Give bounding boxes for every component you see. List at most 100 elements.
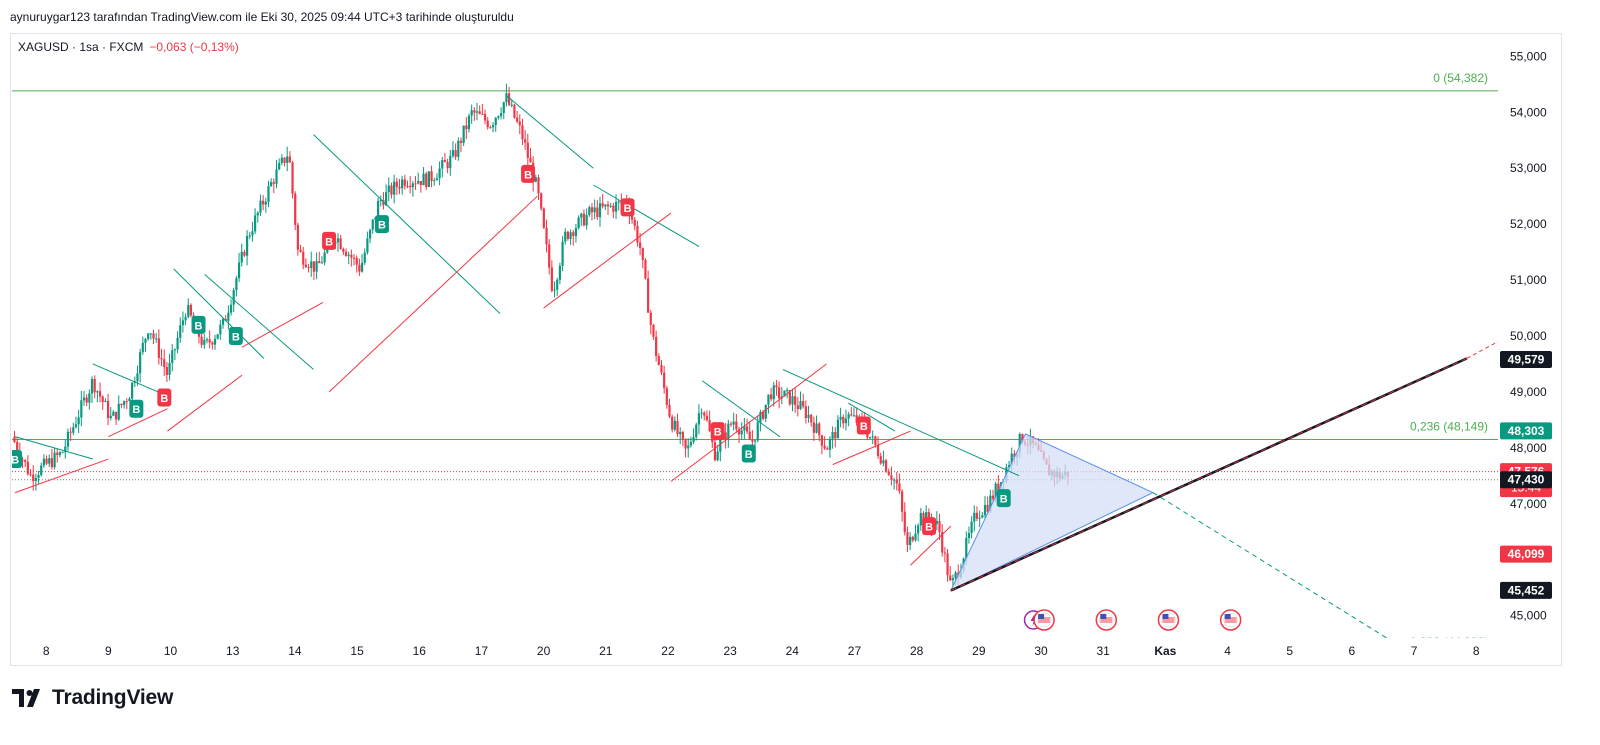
candle [50,448,54,470]
candle-body [286,156,289,163]
candle-body [513,104,516,118]
price-label-bg [1500,545,1552,563]
candle [780,386,783,405]
signal-badge-bg [741,444,756,463]
candle-body [104,400,107,402]
candle [125,398,128,410]
us-flag-event-icon[interactable] [1157,609,1180,631]
candle-body [272,182,275,184]
candle [542,207,545,229]
candle [566,230,570,241]
candle [478,105,481,115]
candle [270,178,273,187]
signal-badge-text: B [132,404,140,416]
candle [414,176,417,190]
candle-body [90,378,94,394]
candle [665,385,668,409]
signal-badge-text: B [325,236,333,248]
candle [229,299,233,316]
candle-body [601,203,604,207]
candle [804,400,807,424]
candle [427,171,430,188]
candle-body [82,397,86,401]
candle [943,546,946,563]
candle [227,305,230,330]
candle [743,417,746,440]
time-axis-tick: 13 [226,644,240,658]
candle [884,458,888,473]
candle-body [176,337,179,350]
candle-body [200,336,203,345]
candle-body [347,254,350,256]
tradingview-brand[interactable]: TradingView [12,686,173,710]
candle-body [729,423,733,425]
us-flag-event-icon[interactable] [1219,609,1242,631]
candle-body [398,186,401,189]
candle [219,320,222,340]
candle-body [48,458,51,464]
candle [459,137,463,153]
signal-badge-bg [374,215,389,234]
candle-body [310,261,313,269]
candle-body [307,266,310,269]
candle-body [558,265,561,280]
candle-body [751,439,754,442]
us-flag-event-icon[interactable] [1095,609,1118,631]
candle-body [1021,434,1024,442]
candle-body [264,201,267,205]
candle [112,410,115,417]
candle [417,172,420,185]
candle-body [796,405,799,410]
candle-body [556,279,559,290]
candle [898,473,901,494]
candle-body [262,200,265,205]
candle [93,375,96,399]
candle [272,178,275,194]
candle-body [355,257,358,265]
candle-body [807,414,810,419]
candle-body [986,504,989,512]
candle [778,381,781,409]
candle-body [112,411,115,416]
candle [727,419,730,448]
candle-body [411,183,414,188]
candle-body [521,125,524,140]
candle-body [136,373,139,382]
candle [286,146,289,172]
buy-signal-badge: B [996,489,1011,508]
chart-frame[interactable] [10,33,1562,666]
buy-signal-badge: B [129,399,144,418]
candle [975,506,979,522]
candle-body [211,342,214,345]
candle [524,130,527,150]
candle [123,400,126,409]
candle-body [187,304,190,317]
candle [144,338,147,352]
candle-body [828,438,832,450]
candle-body [973,512,976,522]
candle [291,160,294,199]
price-axis-label: 47,430 [1500,471,1552,489]
candle-body [834,432,837,439]
candle-body [572,232,575,237]
candle-body [687,445,690,449]
trendline-teal [701,380,781,438]
candle-body [58,452,62,456]
sell-signal-badge: B [620,198,635,217]
candle-body [40,465,43,476]
candle [574,224,578,243]
trendline-red [241,302,324,348]
sell-signal-badge: B [856,416,871,435]
candle [163,349,166,376]
candle-body [871,436,874,438]
candle [593,199,596,220]
us-flag-event-icon[interactable] [1033,609,1055,631]
candle-body [229,304,233,313]
symbol-legend[interactable]: XAGUSD · 1sa · FXCM −0,063 (−0,13%) [18,40,239,54]
candle-body [839,416,842,420]
candle-body [120,403,123,406]
candle-body [719,439,722,452]
candle-body [606,204,610,207]
candle-body [847,414,850,419]
